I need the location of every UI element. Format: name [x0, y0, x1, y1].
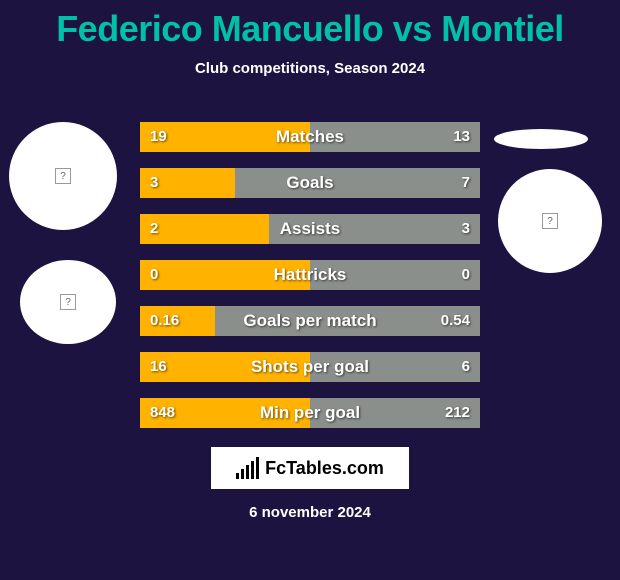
broken-image-icon: ? [542, 213, 558, 229]
stat-row: 848212Min per goal [140, 398, 480, 428]
stat-bar-right [310, 352, 480, 382]
stat-right-value: 0.54 [441, 306, 470, 336]
stat-row: 0.160.54Goals per match [140, 306, 480, 336]
stat-row: 37Goals [140, 168, 480, 198]
logo-bars-icon [236, 457, 259, 479]
page-title: Federico Mancuello vs Montiel [0, 0, 620, 50]
stat-left-value: 0 [150, 260, 158, 290]
stat-row: 00Hattricks [140, 260, 480, 290]
stat-left-value: 848 [150, 398, 175, 428]
stat-row: 166Shots per goal [140, 352, 480, 382]
stat-bar-right [310, 260, 480, 290]
player-left-avatar-2: ? [20, 260, 116, 344]
stat-right-value: 6 [462, 352, 470, 382]
stat-row: 1913Matches [140, 122, 480, 152]
stat-right-value: 0 [462, 260, 470, 290]
stat-row: 23Assists [140, 214, 480, 244]
stat-left-value: 19 [150, 122, 167, 152]
stat-left-value: 16 [150, 352, 167, 382]
stat-bar-right [269, 214, 480, 244]
stat-right-value: 7 [462, 168, 470, 198]
date-label: 6 november 2024 [0, 504, 620, 521]
comparison-bars: 1913Matches37Goals23Assists00Hattricks0.… [140, 122, 480, 444]
stat-right-value: 212 [445, 398, 470, 428]
broken-image-icon: ? [55, 168, 71, 184]
stat-bar-left [140, 260, 310, 290]
player-left-avatar-1: ? [9, 122, 117, 230]
broken-image-icon: ? [60, 294, 76, 310]
stat-left-value: 0.16 [150, 306, 179, 336]
stat-left-value: 2 [150, 214, 158, 244]
stat-bar-right [235, 168, 480, 198]
page-subtitle: Club competitions, Season 2024 [0, 60, 620, 77]
logo-text: FcTables.com [265, 458, 384, 479]
stat-right-value: 13 [453, 122, 470, 152]
stat-left-value: 3 [150, 168, 158, 198]
stat-bar-left [140, 214, 269, 244]
stat-right-value: 3 [462, 214, 470, 244]
player-right-ellipse [494, 129, 588, 149]
fctables-logo: FcTables.com [210, 446, 410, 490]
player-right-avatar: ? [498, 169, 602, 273]
